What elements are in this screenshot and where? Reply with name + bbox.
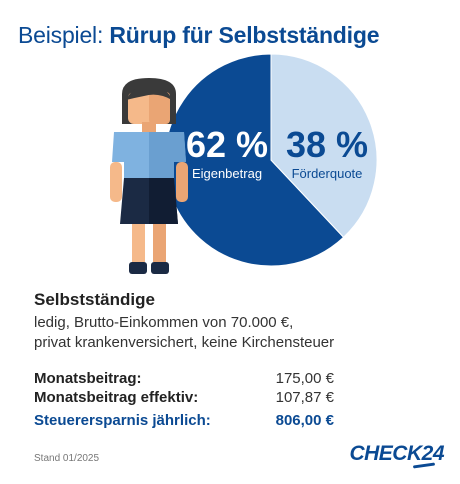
row-value: 806,00 €	[275, 412, 334, 429]
pie-value-label: 62 %	[186, 124, 268, 165]
pie-slice-label: Förderquote	[292, 166, 363, 181]
pie-slice-label: Eigenbetrag	[192, 166, 262, 181]
pie-value-label: 38 %	[286, 124, 368, 165]
row-monthly-effective: Monatsbeitrag effektiv: 107,87 €	[34, 389, 334, 408]
profile-heading: Selbstständige	[34, 290, 155, 309]
profile-line-1: ledig, Brutto-Einkommen von 70.000 €,	[34, 314, 294, 331]
row-label: Monatsbeitrag:	[34, 370, 142, 387]
row-value: 107,87 €	[275, 389, 334, 406]
check24-logo: CHECK24	[349, 442, 444, 469]
profile-info: Selbstständige ledig, Brutto-Einkommen v…	[34, 290, 434, 353]
profile-line-2: privat krankenversichert, keine Kirchens…	[34, 334, 335, 351]
pie-chart: 62 %Eigenbetrag 38 %Förderquote	[164, 53, 378, 267]
contribution-table: Monatsbeitrag: 175,00 € Monatsbeitrag ef…	[34, 370, 334, 431]
pie-slice-förderquote	[270, 53, 378, 238]
person-icon	[110, 78, 188, 274]
row-tax-savings: Steuerersparnis jährlich: 806,00 €	[34, 412, 334, 431]
row-label: Monatsbeitrag effektiv:	[34, 389, 199, 406]
stand-date: Stand 01/2025	[34, 453, 100, 464]
row-monthly: Monatsbeitrag: 175,00 €	[34, 370, 334, 389]
title-main: Rürup für Selbstständige	[109, 22, 380, 48]
page-title: Beispiel: Rürup für Selbstständige	[18, 22, 379, 49]
row-value: 175,00 €	[275, 370, 334, 387]
title-prefix: Beispiel:	[18, 22, 104, 48]
logo-text: CHECK24	[349, 442, 444, 465]
row-label: Steuerersparnis jährlich:	[34, 412, 211, 429]
